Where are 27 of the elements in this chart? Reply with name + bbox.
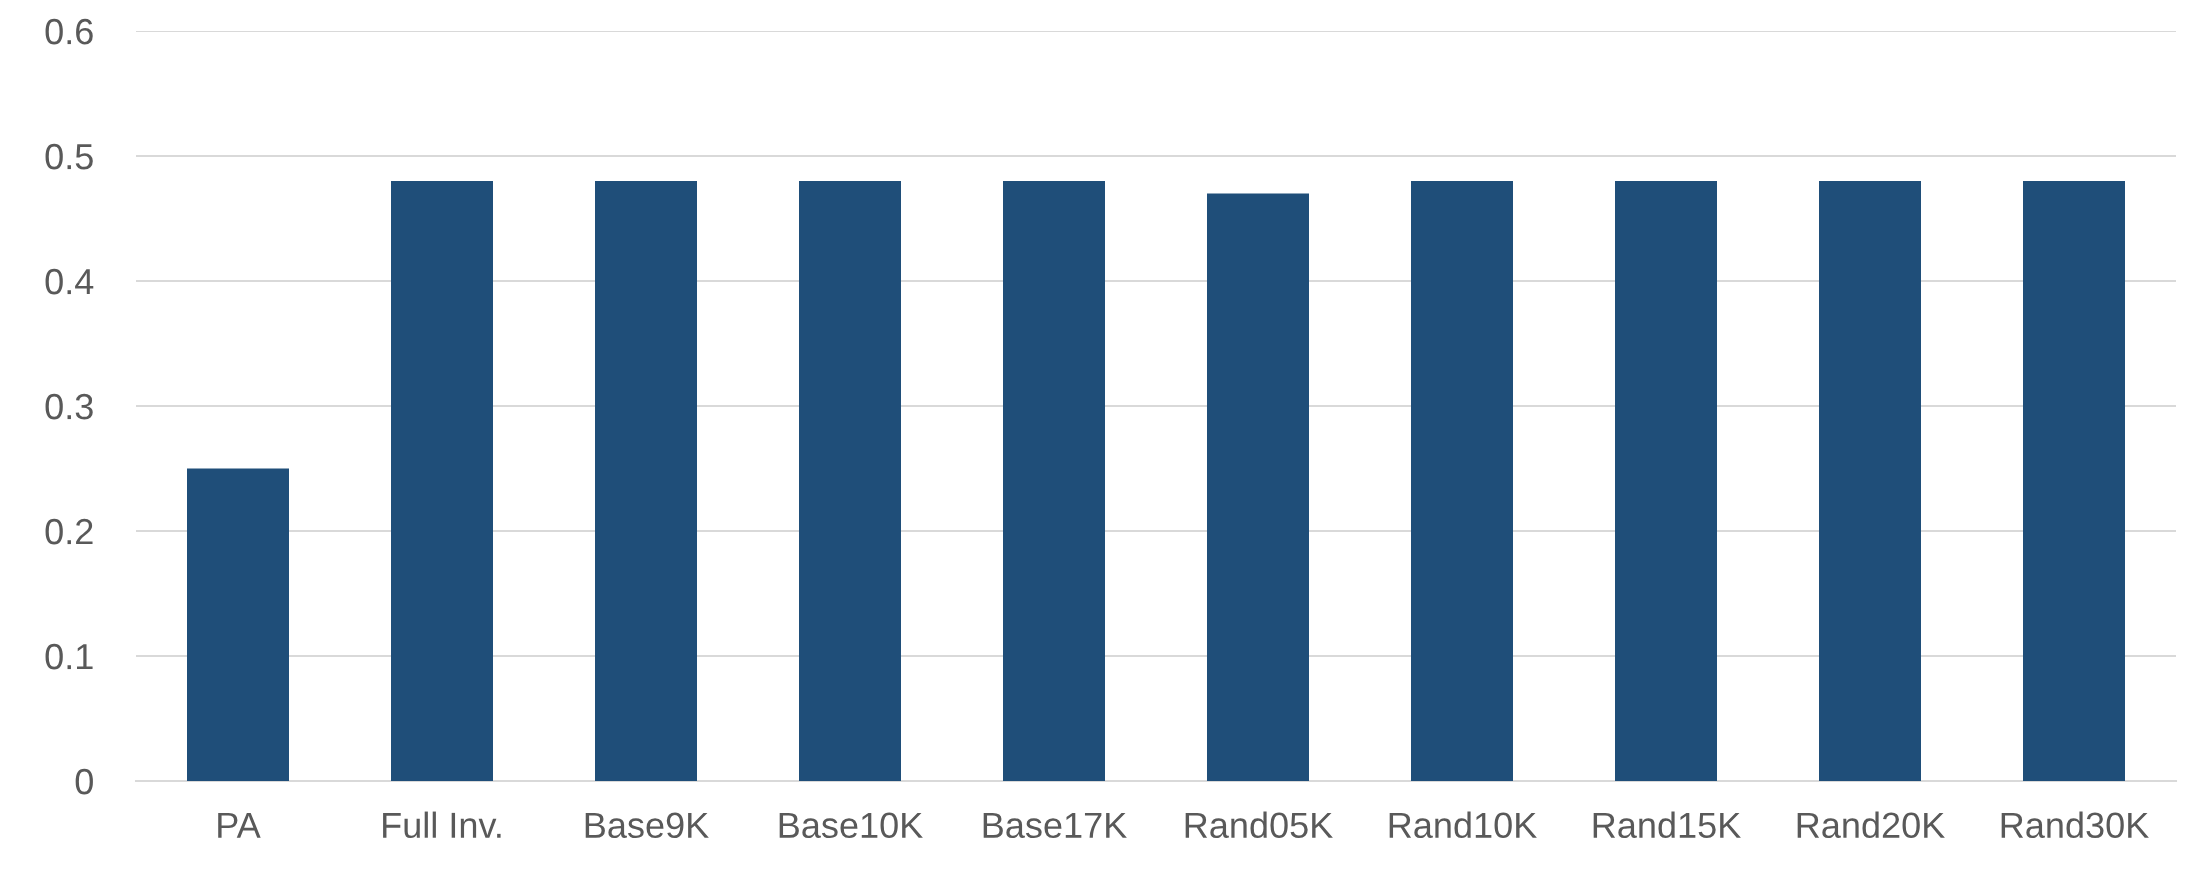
bar <box>1615 181 1717 781</box>
bar <box>1003 181 1105 781</box>
x-tick-label: Base9K <box>585 812 709 839</box>
bar <box>1819 181 1921 781</box>
y-tick-label: 0.4 <box>45 268 94 295</box>
x-tick-label: Full Inv. <box>383 811 501 839</box>
x-tick-label: Base17K <box>983 812 1127 839</box>
y-tick-label: 0.2 <box>45 518 93 545</box>
y-tick-label: 0.3 <box>45 393 93 420</box>
y-tick-label: 0.6 <box>45 18 93 45</box>
y-tick-label: 0 <box>75 768 93 795</box>
x-tick-label: Rand05K <box>1185 811 1333 839</box>
x-tick-label: Base10K <box>779 812 923 839</box>
x-tick-label: PA <box>218 812 261 838</box>
bar <box>187 468 289 781</box>
x-tick-label: Rand30K <box>2001 811 2149 839</box>
bar <box>391 181 493 781</box>
bar <box>1411 181 1513 781</box>
x-tick-label: Rand15K <box>1593 811 1741 839</box>
y-tick-label: 0.5 <box>45 143 93 170</box>
x-tick-label: Rand20K <box>1797 811 1945 839</box>
bar <box>2023 181 2125 781</box>
bar <box>799 181 901 781</box>
y-tick-label: 0.1 <box>45 643 93 670</box>
bar <box>595 181 697 781</box>
x-tick-label: Rand10K <box>1389 811 1537 839</box>
bar <box>1207 193 1309 781</box>
